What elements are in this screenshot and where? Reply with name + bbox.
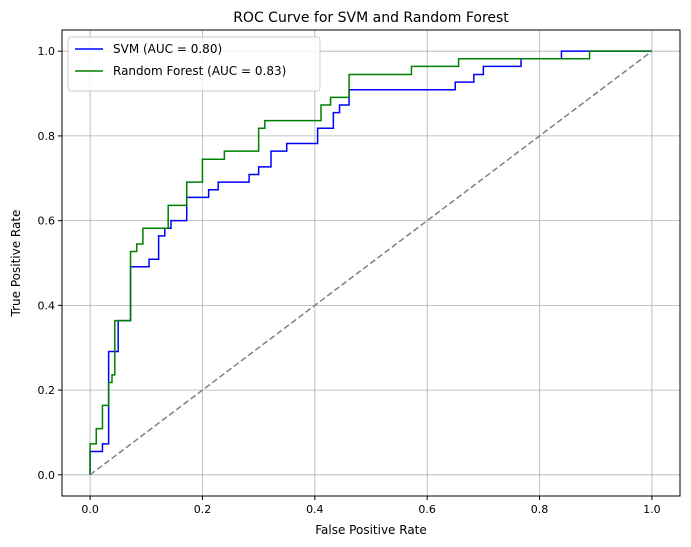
series-group: [89, 50, 653, 476]
x-tick-label: 0.8: [531, 503, 549, 516]
x-axis-label: False Positive Rate: [315, 523, 427, 537]
x-tick-label: 0.6: [418, 503, 436, 516]
legend: SVM (AUC = 0.80) Random Forest (AUC = 0.8…: [67, 36, 321, 92]
legend-entry: Random Forest (AUC = 0.83): [113, 64, 286, 78]
plot-frame: [61, 29, 681, 497]
legend-entry: SVM (AUC = 0.80): [113, 42, 222, 56]
y-tick-label: 0.2: [38, 384, 56, 397]
x-ticks: 0.0 0.2 0.4 0.6 0.8 1.0: [81, 496, 661, 516]
y-tick-label: 0.0: [38, 469, 56, 482]
x-tick-label: 0.0: [81, 503, 99, 516]
y-tick-label: 0.4: [38, 299, 56, 312]
legend-box: [67, 36, 321, 92]
y-axis-label: True Positive Rate: [9, 210, 23, 318]
y-tick-label: 0.6: [38, 215, 56, 228]
y-tick-label: 0.8: [38, 130, 56, 143]
x-tick-label: 0.2: [194, 503, 212, 516]
chart-title: ROC Curve for SVM and Random Forest: [233, 10, 509, 26]
series-line-1: [89, 50, 652, 475]
y-ticks: 0.0 0.2 0.4 0.6 0.8 1.0: [38, 45, 62, 482]
chance-diagonal-line: [89, 50, 653, 476]
y-tick-label: 1.0: [38, 45, 56, 58]
x-tick-label: 1.0: [643, 503, 661, 516]
x-tick-label: 0.4: [306, 503, 324, 516]
